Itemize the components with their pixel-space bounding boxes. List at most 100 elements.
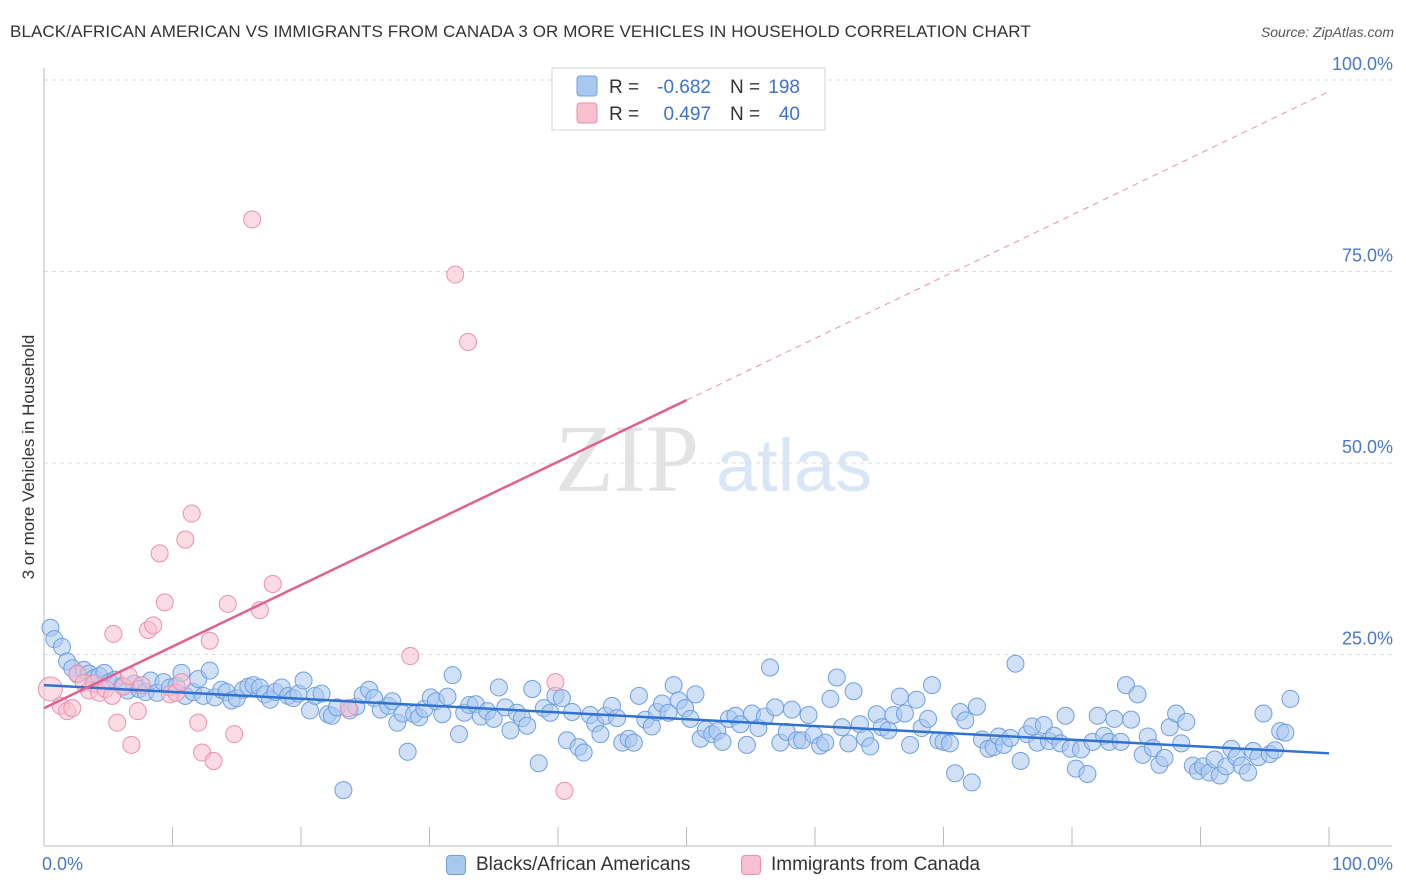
series-legend: Blacks/African Americans Immigrants from…: [0, 852, 1406, 878]
point-blacks: [200, 661, 219, 680]
point-canada: [225, 725, 244, 744]
point-canada: [122, 735, 141, 754]
point-blacks: [766, 698, 785, 717]
point-canada: [243, 210, 262, 229]
correlation-legend: R = -0.682 N = 198 R = 0.497 N = 40: [551, 67, 826, 131]
watermark-atlas: atlas: [716, 424, 872, 507]
point-blacks: [1001, 728, 1020, 747]
y-tick-labels: 25.0% 50.0% 75.0% 100.0%: [1332, 54, 1393, 649]
x-tick-label-max: 100.0%: [1332, 854, 1393, 874]
point-blacks: [383, 692, 402, 711]
y-tick-label-0: 25.0%: [1342, 629, 1393, 649]
legend-r-label-pink: R =: [609, 104, 639, 125]
legend-swatch-pink: [576, 102, 598, 124]
point-blacks: [501, 721, 520, 740]
point-canada: [150, 544, 169, 563]
point-blacks: [907, 690, 926, 709]
point-canada: [37, 676, 63, 702]
legend-swatch-blue: [576, 75, 598, 97]
point-blacks: [629, 686, 648, 705]
point-blacks: [922, 676, 941, 695]
x-tick-label-min: 0.0%: [42, 854, 83, 874]
point-canada: [263, 575, 282, 594]
point-blacks: [484, 709, 503, 728]
point-blacks: [518, 716, 537, 735]
point-canada: [446, 265, 465, 284]
point-blacks: [1281, 689, 1300, 708]
legend-n-label-blue: N =: [730, 77, 760, 98]
legend-swatch-blacks: [446, 855, 466, 875]
point-blacks: [489, 678, 508, 697]
point-blacks: [1172, 734, 1191, 753]
point-blacks: [901, 735, 920, 754]
point-blacks: [839, 734, 858, 753]
legend-swatch-canada: [741, 855, 761, 875]
point-blacks: [1122, 710, 1141, 729]
point-blacks: [895, 704, 914, 723]
point-blacks: [552, 689, 571, 708]
point-blacks: [890, 687, 909, 706]
point-blacks: [940, 734, 959, 753]
point-blacks: [731, 715, 750, 734]
point-blacks: [1011, 751, 1030, 770]
point-blacks: [523, 679, 542, 698]
point-canada: [459, 332, 478, 351]
point-blacks: [529, 754, 548, 773]
point-blacks: [713, 732, 732, 751]
point-canada: [104, 624, 123, 643]
legend-label-blacks: Blacks/African Americans: [476, 854, 691, 875]
y-tick-label-3: 100.0%: [1332, 54, 1393, 74]
point-blacks: [1056, 706, 1075, 725]
point-blacks: [1006, 654, 1025, 673]
point-blacks: [799, 706, 818, 725]
point-blacks: [574, 743, 593, 762]
point-blacks: [686, 685, 705, 704]
point-blacks: [761, 658, 780, 677]
legend-item-blacks: Blacks/African Americans: [446, 852, 690, 878]
point-blacks: [398, 742, 417, 761]
point-blacks: [1177, 712, 1196, 731]
legend-n-value-pink: 40: [779, 104, 800, 125]
y-tick-label-1: 50.0%: [1342, 437, 1393, 457]
point-canada: [176, 530, 195, 549]
point-blacks: [1155, 748, 1174, 767]
y-axis-label: 3 or more Vehicles in Household: [19, 335, 38, 580]
point-blacks: [664, 676, 683, 695]
point-blacks: [433, 705, 452, 724]
point-canada: [218, 594, 237, 613]
point-blacks: [956, 711, 975, 730]
point-canada: [546, 673, 565, 692]
point-blacks: [1254, 704, 1273, 723]
point-blacks: [737, 735, 756, 754]
point-blacks: [821, 689, 840, 708]
point-blacks: [967, 697, 986, 716]
legend-label-canada: Immigrants from Canada: [771, 854, 981, 875]
point-canada: [204, 751, 223, 770]
y-tick-label-2: 75.0%: [1342, 246, 1393, 266]
point-canada: [108, 713, 127, 732]
point-blacks: [827, 668, 846, 687]
point-blacks: [1105, 709, 1124, 728]
point-canada: [401, 647, 420, 666]
point-blacks: [334, 781, 353, 800]
point-blacks: [816, 733, 835, 752]
point-blacks: [782, 700, 801, 719]
point-canada: [182, 504, 201, 523]
trend-line-canada: [43, 399, 688, 710]
series-blacks-points: [41, 618, 1300, 800]
point-blacks: [1239, 763, 1258, 782]
point-blacks: [844, 682, 863, 701]
point-canada: [155, 593, 174, 612]
point-blacks: [443, 666, 462, 685]
x-axis-ticks: [172, 827, 1330, 846]
point-blacks: [919, 709, 938, 728]
point-canada: [555, 781, 574, 800]
point-blacks: [438, 687, 457, 706]
point-blacks: [962, 773, 981, 792]
trend-line-canada-extension: [686, 91, 1330, 401]
point-blacks: [312, 684, 331, 703]
point-canada: [200, 631, 219, 650]
source-label: Source: ZipAtlas.com: [1260, 24, 1394, 40]
point-canada: [172, 673, 191, 692]
